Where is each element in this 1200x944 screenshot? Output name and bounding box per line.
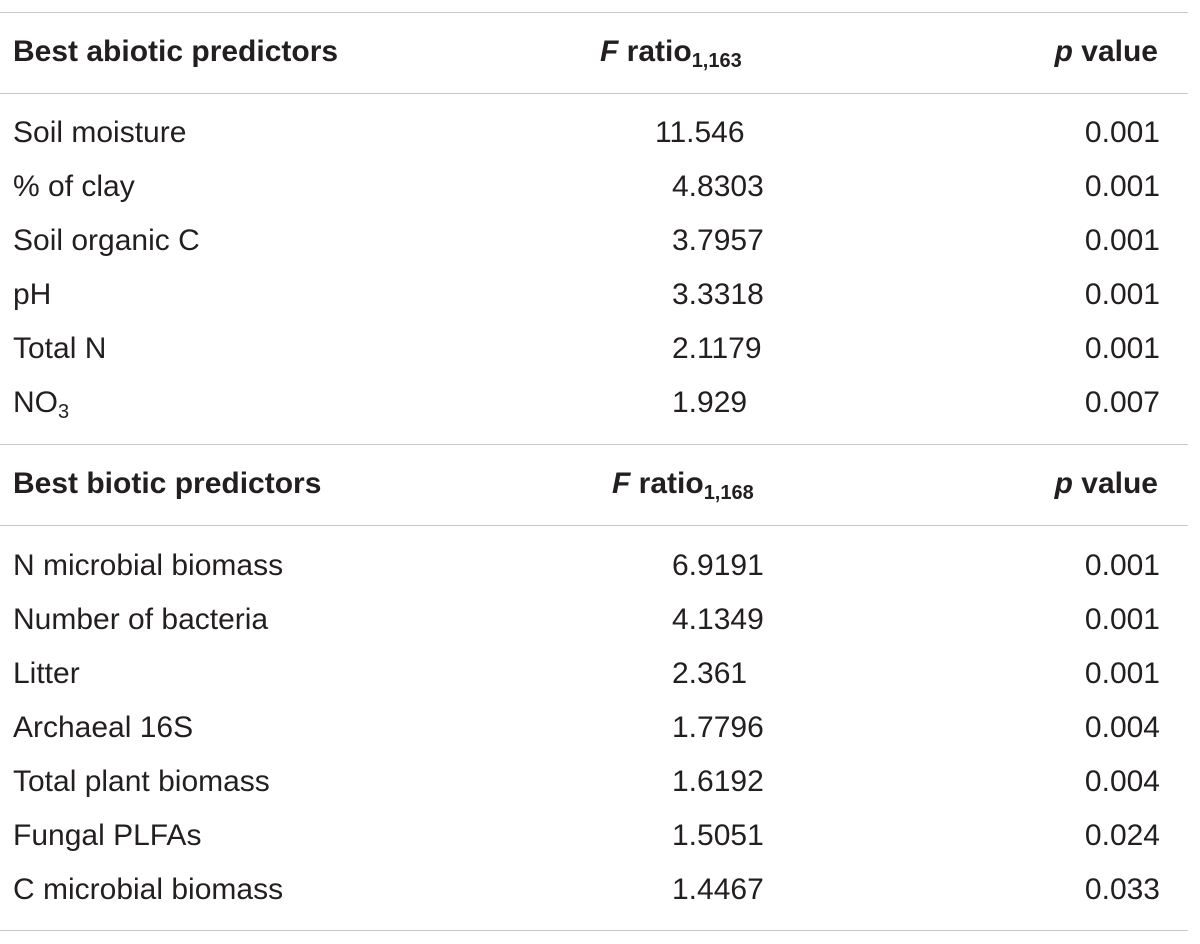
f-ratio-value: 2.361 <box>672 657 748 690</box>
p-value: 0.001 <box>1084 332 1160 365</box>
f-ratio-value: 1.929 <box>672 386 748 419</box>
p-value: 0.033 <box>1084 873 1160 906</box>
p-value: 0.007 <box>1084 386 1160 419</box>
p-value: 0.004 <box>1084 711 1160 744</box>
table-row: Fungal PLFAs 1.5051 0.024 <box>0 809 1200 863</box>
f-ratio-value: 1.5051 <box>672 819 764 852</box>
f-ratio-value: 1.7796 <box>672 711 764 744</box>
section-divider-rule <box>0 444 1188 445</box>
f-ratio-value: 3.3318 <box>672 278 764 311</box>
p-value: 0.001 <box>1084 603 1160 636</box>
p-value: 0.001 <box>1084 278 1160 311</box>
predictor-name: Total plant biomass <box>13 765 270 798</box>
table-row: C microbial biomass 1.4467 0.033 <box>0 863 1200 917</box>
predictor-name: Archaeal 16S <box>13 711 194 744</box>
f-ratio-value: 1.6192 <box>672 765 764 798</box>
f-ratio-value: 3.7957 <box>672 224 764 257</box>
table-row: N microbial biomass 6.9191 0.001 <box>0 539 1200 593</box>
predictor-name: Fungal PLFAs <box>13 819 202 852</box>
f-ratio-value: 4.8303 <box>672 170 764 203</box>
f-ratio-value: 6.9191 <box>672 549 764 582</box>
table-row: pH 3.3318 0.001 <box>0 268 1200 322</box>
p-value: 0.024 <box>1084 819 1160 852</box>
biotic-p-value-header: p value <box>1054 467 1158 500</box>
predictor-name: Litter <box>13 657 80 690</box>
abiotic-header-row: Best abiotic predictors F ratio1,163 p v… <box>0 25 1200 79</box>
predictor-name: NO3 <box>13 386 70 423</box>
biotic-header-label: Best biotic predictors <box>13 467 322 500</box>
predictor-name: N microbial biomass <box>13 549 284 582</box>
f-ratio-value: 4.1349 <box>672 603 764 636</box>
table-row: Number of bacteria 4.1349 0.001 <box>0 593 1200 647</box>
f-ratio-value: 11.546 <box>655 116 745 149</box>
biotic-header-row: Best biotic predictors F ratio1,168 p va… <box>0 457 1200 511</box>
f-ratio-value: 1.4467 <box>672 873 764 906</box>
table-row: Soil moisture 11.546 0.001 <box>0 106 1200 160</box>
table-row: Soil organic C 3.7957 0.001 <box>0 214 1200 268</box>
table-row: Total plant biomass 1.6192 0.004 <box>0 755 1200 809</box>
p-value: 0.004 <box>1084 765 1160 798</box>
predictor-name: C microbial biomass <box>13 873 284 906</box>
p-value: 0.001 <box>1084 116 1160 149</box>
p-value: 0.001 <box>1084 657 1160 690</box>
abiotic-p-value-header: p value <box>1054 35 1158 68</box>
biotic-header-rule <box>0 525 1188 526</box>
p-value: 0.001 <box>1084 224 1160 257</box>
predictor-name: pH <box>13 278 52 311</box>
predictor-name: Number of bacteria <box>13 603 269 636</box>
abiotic-header-rule <box>0 93 1188 94</box>
table-row: Litter 2.361 0.001 <box>0 647 1200 701</box>
abiotic-f-ratio-header: F ratio1,163 <box>600 35 742 72</box>
p-value: 0.001 <box>1084 170 1160 203</box>
table-row: Total N 2.1179 0.001 <box>0 322 1200 376</box>
abiotic-header-label: Best abiotic predictors <box>13 35 339 68</box>
predictor-name: Soil moisture <box>13 116 187 149</box>
f-ratio-value: 2.1179 <box>672 332 762 365</box>
p-value: 0.001 <box>1084 549 1160 582</box>
table-row: NO3 1.929 0.007 <box>0 376 1200 430</box>
table-bottom-rule <box>0 930 1188 931</box>
table-row: % of clay 4.8303 0.001 <box>0 160 1200 214</box>
table-top-rule <box>0 12 1188 13</box>
biotic-f-ratio-header: F ratio1,168 <box>612 467 754 504</box>
predictor-name: % of clay <box>13 170 135 203</box>
predictor-name: Total N <box>13 332 107 365</box>
predictor-name: Soil organic C <box>13 224 200 257</box>
table-row: Archaeal 16S 1.7796 0.004 <box>0 701 1200 755</box>
